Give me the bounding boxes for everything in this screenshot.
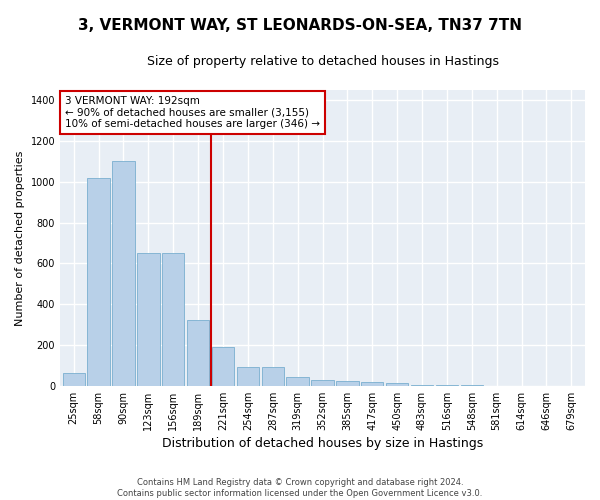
Bar [62,372,85,386]
Bar [386,383,409,386]
Bar [162,253,184,386]
Bar [212,347,234,386]
Bar [262,368,284,386]
Text: 3 VERMONT WAY: 192sqm
← 90% of detached houses are smaller (3,155)
10% of semi-d: 3 VERMONT WAY: 192sqm ← 90% of detached … [65,96,320,129]
Text: 3, VERMONT WAY, ST LEONARDS-ON-SEA, TN37 7TN: 3, VERMONT WAY, ST LEONARDS-ON-SEA, TN37… [78,18,522,32]
Y-axis label: Number of detached properties: Number of detached properties [15,150,25,326]
Bar [88,178,110,386]
Bar [137,253,160,386]
Bar [361,382,383,386]
X-axis label: Distribution of detached houses by size in Hastings: Distribution of detached houses by size … [162,437,483,450]
Bar [336,380,359,386]
Bar [411,385,433,386]
Bar [236,368,259,386]
Bar [311,380,334,386]
Bar [286,376,309,386]
Title: Size of property relative to detached houses in Hastings: Size of property relative to detached ho… [146,55,499,68]
Bar [436,385,458,386]
Text: Contains HM Land Registry data © Crown copyright and database right 2024.
Contai: Contains HM Land Registry data © Crown c… [118,478,482,498]
Bar [112,162,134,386]
Bar [187,320,209,386]
